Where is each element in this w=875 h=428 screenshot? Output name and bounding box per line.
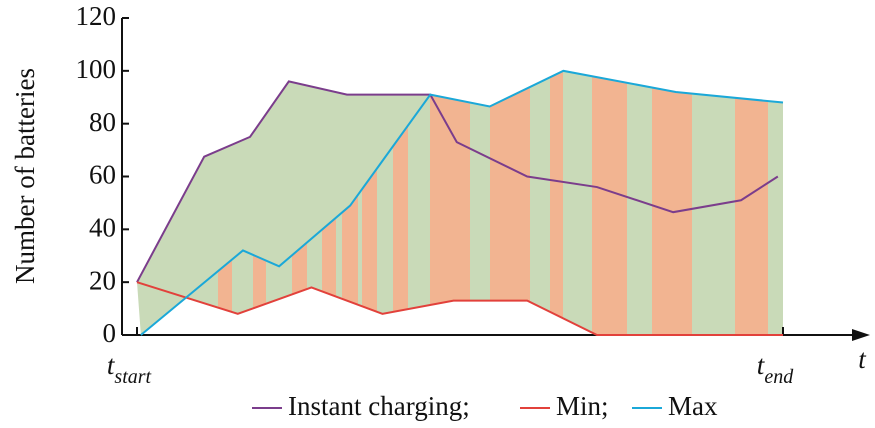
stripe xyxy=(393,70,408,335)
stripe xyxy=(490,70,530,335)
y-tick-label: 100 xyxy=(76,54,117,84)
x-tick-label-sub: end xyxy=(764,366,794,388)
y-tick-label: 80 xyxy=(89,107,116,137)
y-axis-label: Number of batteries xyxy=(10,68,40,284)
series-line xyxy=(136,80,779,283)
fills xyxy=(137,70,783,336)
stripe xyxy=(550,70,563,335)
stripe xyxy=(735,70,768,335)
x-axis-arrow xyxy=(852,329,870,341)
x-tick-label-main: t xyxy=(757,350,766,380)
stripe xyxy=(430,70,470,335)
x-tick-label-sub: start xyxy=(114,366,151,388)
stripe xyxy=(652,70,692,335)
y-tick-label: 20 xyxy=(89,265,116,295)
x-tick-label: tend xyxy=(757,350,794,387)
x-axis-label: t xyxy=(858,344,867,374)
y-tick-label: 40 xyxy=(89,213,116,243)
legend-label: Max xyxy=(668,391,718,421)
stripe xyxy=(592,70,627,335)
legend-label: Min; xyxy=(556,391,609,421)
y-tick-label: 60 xyxy=(89,160,116,190)
series-line xyxy=(136,281,783,336)
x-tick-label-main: t xyxy=(107,350,116,380)
legend-label: Instant charging; xyxy=(288,391,470,421)
x-tick-label: tstart xyxy=(107,350,152,387)
y-tick-label: 120 xyxy=(76,1,117,31)
y-tick-label: 0 xyxy=(103,318,117,348)
series-line xyxy=(140,69,784,336)
